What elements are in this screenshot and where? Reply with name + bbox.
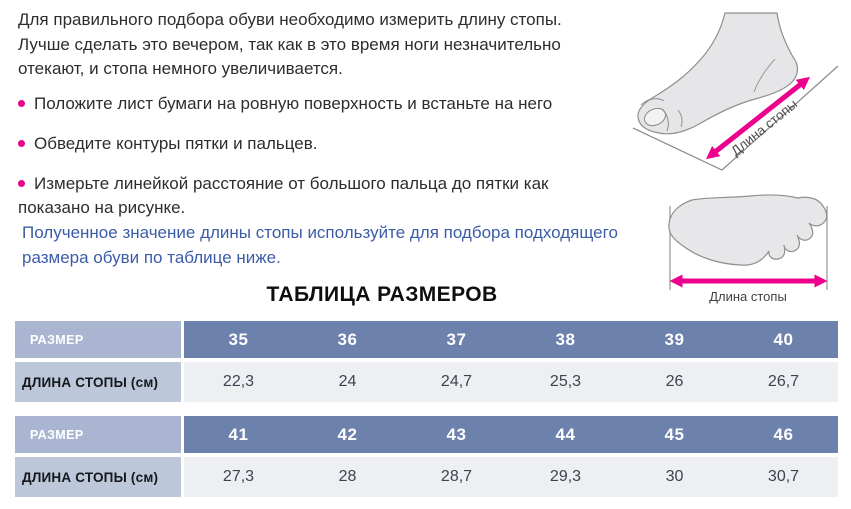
length-cell: 24,7 <box>402 362 511 402</box>
length-cell: 24 <box>293 362 402 402</box>
size-cell: 45 <box>620 416 729 453</box>
size-cell: 43 <box>402 416 511 453</box>
size-cell: 42 <box>293 416 402 453</box>
length-cell: 29,3 <box>511 457 620 497</box>
size-cell: 44 <box>511 416 620 453</box>
toe-contour <box>661 108 669 132</box>
size-cell: 38 <box>511 321 620 358</box>
foot-length-label: Длина стопы <box>728 96 800 158</box>
list-item-text: Измерьте линейкой расстояние от большого… <box>18 174 549 217</box>
row-label-size: РАЗМЕР <box>15 416 181 453</box>
size-cell: 41 <box>184 416 293 453</box>
length-cell: 26,7 <box>729 362 838 402</box>
intro-paragraph: Для правильного подбора обуви необходимо… <box>18 10 562 78</box>
foot-outline <box>637 12 799 135</box>
size-cell: 46 <box>729 416 838 453</box>
size-table-1: РАЗМЕР 35 36 37 38 39 40 ДЛИНА СТОПЫ (см… <box>15 321 838 402</box>
instruction-list: Положите лист бумаги на ровную поверхнос… <box>18 92 618 236</box>
foot-sole-view-diagram: Длина стопы <box>668 194 828 304</box>
size-cell: 36 <box>293 321 402 358</box>
note-paragraph: Полученное значение длины стопы использу… <box>22 223 618 267</box>
length-cell: 22,3 <box>184 362 293 402</box>
row-label-length: ДЛИНА СТОПЫ (см) <box>15 457 181 497</box>
list-item: Положите лист бумаги на ровную поверхнос… <box>18 92 618 116</box>
length-row: ДЛИНА СТОПЫ (см) 22,3 24 24,7 25,3 26 26… <box>15 362 838 402</box>
table-gap <box>15 402 838 416</box>
length-cell: 30,7 <box>729 457 838 497</box>
toe-knuckle-contour <box>640 98 665 106</box>
length-row: ДЛИНА СТОПЫ (см) 27,3 28 28,7 29,3 30 30… <box>15 457 838 497</box>
length-cell: 30 <box>620 457 729 497</box>
length-cell: 25,3 <box>511 362 620 402</box>
toe-contour <box>677 109 683 128</box>
list-item: Измерьте линейкой расстояние от большого… <box>18 172 618 220</box>
measure-arrow-icon <box>705 76 811 160</box>
list-item-text: Положите лист бумаги на ровную поверхнос… <box>34 94 553 113</box>
row-label-length: ДЛИНА СТОПЫ (см) <box>15 362 181 402</box>
list-item-text: Обведите контуры пятки и пальцев. <box>34 134 318 153</box>
size-tables: РАЗМЕР 35 36 37 38 39 40 ДЛИНА СТОПЫ (см… <box>15 321 838 497</box>
size-cell: 35 <box>184 321 293 358</box>
size-row: РАЗМЕР 35 36 37 38 39 40 <box>15 321 838 358</box>
foot-side-view-diagram: Длина стопы <box>632 12 839 171</box>
foot-sole-outline <box>668 194 828 266</box>
size-row: РАЗМЕР 41 42 43 44 45 46 <box>15 416 838 453</box>
length-cell: 27,3 <box>184 457 293 497</box>
bullet-icon <box>18 100 25 107</box>
size-table-2: РАЗМЕР 41 42 43 44 45 46 ДЛИНА СТОПЫ (см… <box>15 416 838 497</box>
length-cell: 28 <box>293 457 402 497</box>
length-cell: 26 <box>620 362 729 402</box>
bullet-icon <box>18 180 25 187</box>
length-cell: 28,7 <box>402 457 511 497</box>
size-table-title: ТАБЛИЦА РАЗМЕРОВ <box>266 283 498 306</box>
foot-length-label: Длина стопы <box>709 289 787 304</box>
size-cell: 39 <box>620 321 729 358</box>
bullet-icon <box>18 140 25 147</box>
size-cell: 37 <box>402 321 511 358</box>
size-cell: 40 <box>729 321 838 358</box>
row-label-size: РАЗМЕР <box>15 321 181 358</box>
list-item: Обведите контуры пятки и пальцев. <box>18 132 618 156</box>
